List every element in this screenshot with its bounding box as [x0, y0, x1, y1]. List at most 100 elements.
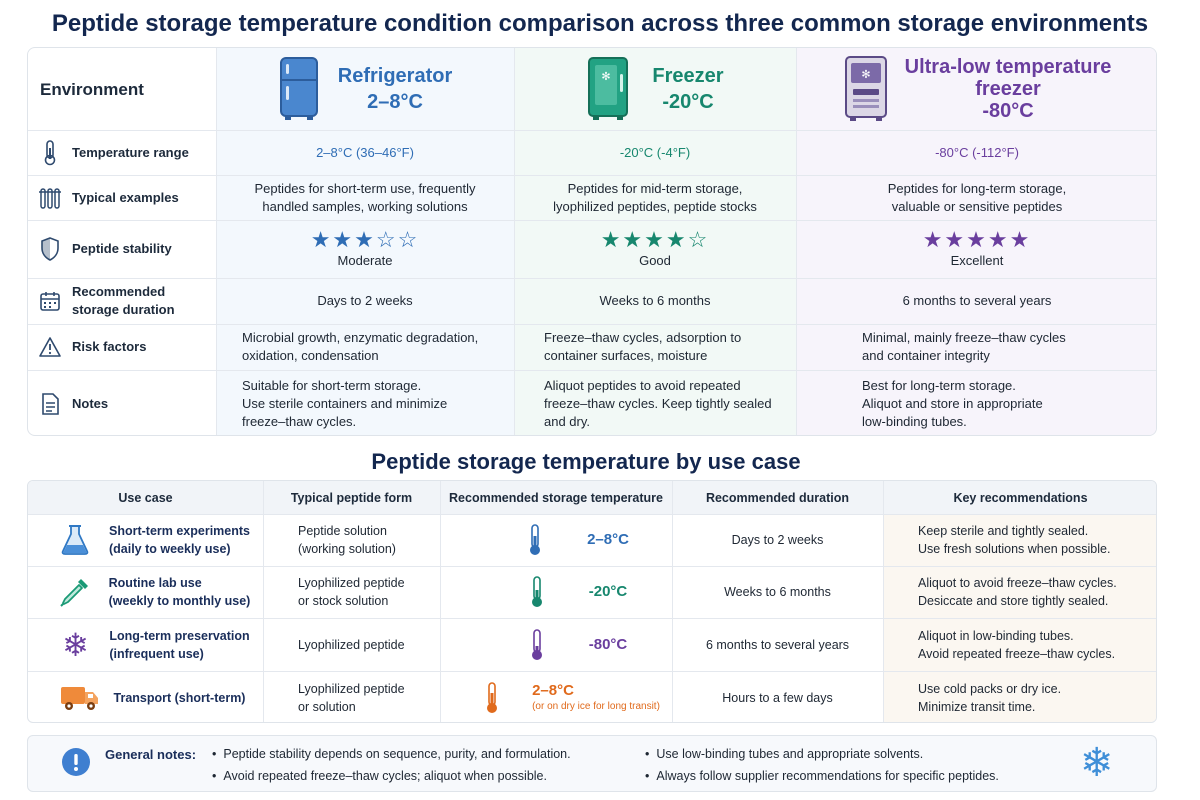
- row-label-risk-factors: Risk factors: [28, 324, 216, 370]
- row-label-notes: Notes: [28, 370, 216, 435]
- cell-freezer-stability: ★★★★☆ Good: [600, 227, 710, 269]
- header-storage-temperature: Recommended storage temperature: [449, 490, 663, 505]
- ultra-low-header: ✻ Ultra-low temperature freezer -80°C: [796, 48, 1156, 130]
- cell-freezer-typical-examples: Peptides for mid-term storage, lyophilize…: [553, 180, 757, 214]
- note-item: Avoid repeated freeze–thaw cycles; aliqu…: [212, 769, 547, 783]
- form-long-term: Lyophilized peptide: [298, 637, 405, 652]
- environment-label: Environment: [40, 80, 144, 99]
- snowflake-icon: ❄: [1080, 740, 1114, 786]
- svg-text:✻: ✻: [602, 70, 611, 83]
- form-short-term: Peptide solution (working solution): [298, 524, 396, 556]
- row-label-text-line2: storage duration: [72, 302, 175, 317]
- form-routine: Lyophilized peptide or stock solution: [298, 576, 405, 608]
- cell-freezer-risk-factors: Freeze–thaw cycles, adsorption to contain…: [544, 330, 742, 363]
- note-item: Always follow supplier recommendations f…: [645, 769, 999, 783]
- stability-rating-stars: ★★★★★: [922, 227, 1032, 252]
- warning-icon: [39, 337, 61, 357]
- header-use-case: Use case: [118, 490, 173, 505]
- row-label-recommended-duration: Recommended storage duration: [28, 278, 216, 324]
- duration-long-term: 6 months to several years: [705, 637, 850, 652]
- cell-ultra-low-notes: Best for long-term storage. Aliquot and s…: [862, 377, 1043, 429]
- row-label-text: Notes: [72, 395, 109, 411]
- refrigerator-icon: [279, 57, 318, 120]
- thermometer-icon: [487, 681, 498, 713]
- row-label-text-line1: Recommended: [72, 284, 166, 299]
- cell-refrigerator-temperature-range: 2–8°C (36–46°F): [316, 144, 414, 160]
- svg-text:✻: ✻: [861, 68, 870, 81]
- table-row-long-term: ❄ Long-term preservation (infrequent use): [28, 618, 263, 671]
- document-icon: [42, 392, 59, 415]
- cell-freezer-duration: Weeks to 6 months: [599, 293, 711, 308]
- temp-long-term: -80°C: [440, 618, 672, 671]
- thermometer-icon: [44, 139, 56, 165]
- cell-freezer-temperature-range: -20°C (-4°F): [619, 144, 691, 160]
- freezer-name: Freezer: [652, 65, 724, 87]
- freezer-icon: ✻: [588, 57, 629, 120]
- cell-ultra-low-risk-factors: Minimal, mainly freeze–thaw cycles and co…: [862, 330, 1066, 363]
- note-item: Use low-binding tubes and appropriate so…: [645, 747, 923, 761]
- stability-rating-stars: ★★★☆☆: [310, 227, 420, 252]
- pipette-icon: [59, 579, 88, 607]
- refrigerator-temp: 2–8°C: [367, 91, 423, 113]
- ultra-low-temp: -80°C: [982, 100, 1034, 122]
- freezer-header: ✻ Freezer -20°C: [514, 48, 796, 130]
- shield-icon: [41, 237, 59, 261]
- info-icon: [62, 748, 90, 776]
- cell-ultra-low-temperature-range: -80°C (-112°F): [935, 144, 1019, 160]
- general-notes-panel: General notes: Peptide stability depends…: [27, 735, 1157, 792]
- header-peptide-form: Typical peptide form: [290, 490, 413, 505]
- page-title: Peptide storage temperature condition co…: [51, 10, 1149, 37]
- duration-short-term: Days to 2 weeks: [731, 533, 824, 547]
- test-tubes-icon: [39, 187, 61, 209]
- refrigerator-name: Refrigerator: [337, 65, 453, 87]
- cell-refrigerator-notes: Suitable for short-term storage. Use ster…: [242, 377, 448, 429]
- cell-refrigerator-typical-examples: Peptides for short-term use, frequently h…: [254, 180, 476, 214]
- thermometer-icon: [531, 576, 542, 607]
- row-label-text: Typical examples: [72, 189, 179, 205]
- general-notes-title: General notes:: [105, 747, 197, 762]
- calendar-icon: [40, 292, 60, 311]
- temp-routine: -20°C: [440, 566, 672, 618]
- row-label-typical-examples: Typical examples: [28, 175, 216, 220]
- cell-refrigerator-duration: Days to 2 weeks: [317, 293, 413, 308]
- duration-routine: Weeks to 6 months: [724, 585, 831, 599]
- temp-transport: 2–8°C (or on dry ice for long transit): [440, 671, 672, 722]
- ultra-low-name-line2: freezer: [975, 78, 1041, 100]
- use-case-table: Use case Typical peptide form Recommende…: [27, 480, 1157, 723]
- stability-rating-stars: ★★★★☆: [600, 227, 710, 252]
- cell-ultra-low-stability: ★★★★★ Excellent: [922, 227, 1032, 269]
- cell-ultra-low-duration: 6 months to several years: [902, 293, 1052, 308]
- freezer-temp: -20°C: [662, 91, 714, 113]
- thermometer-icon: [531, 628, 542, 660]
- table-row-transport: Transport (short-term): [28, 671, 263, 722]
- row-label-temperature-range: Temperature range: [28, 130, 216, 175]
- form-transport: Lyophilized peptide or solution: [298, 681, 405, 714]
- recs-short-term: Keep sterile and tightly sealed. Use fres…: [918, 524, 1111, 556]
- use-case-header-row: [28, 481, 1156, 514]
- table-row-short-term: Short-term experiments (daily to weekly u…: [28, 514, 263, 566]
- recs-routine: Aliquot to avoid freeze–thaw cycles. Desi…: [918, 576, 1117, 608]
- duration-transport: Hours to a few days: [722, 690, 833, 705]
- snowflake-icon: ❄: [61, 625, 89, 664]
- flask-icon: [61, 525, 89, 555]
- header-key-recommendations: Key recommendations: [953, 490, 1088, 505]
- cell-refrigerator-stability: ★★★☆☆ Moderate: [310, 227, 420, 269]
- row-label-peptide-stability: Peptide stability: [28, 220, 216, 278]
- comparison-table: Environment Refrigerator 2–8°C ✻ Freezer…: [27, 47, 1157, 436]
- row-label-text: Risk factors: [72, 339, 147, 354]
- cell-refrigerator-risk-factors: Microbial growth, enzymatic degradation,…: [242, 330, 479, 363]
- recs-transport: Use cold packs or dry ice. Minimize trans…: [918, 681, 1062, 714]
- use-case-title: Peptide storage temperature by use case: [371, 449, 801, 474]
- cell-freezer-notes: Aliquot peptides to avoid repeated freeze…: [544, 377, 772, 429]
- cell-ultra-low-typical-examples: Peptides for long-term storage, valuable …: [887, 180, 1067, 214]
- row-label-text: Temperature range: [72, 144, 189, 160]
- ultra-low-name-line1: Ultra-low temperature: [904, 56, 1112, 78]
- truck-icon: [60, 686, 98, 710]
- temp-short-term: 2–8°C: [440, 514, 672, 566]
- note-item: Peptide stability depends on sequence, p…: [212, 747, 570, 761]
- refrigerator-header: Refrigerator 2–8°C: [216, 48, 514, 130]
- header-duration: Recommended duration: [705, 490, 850, 505]
- row-label-text: Peptide stability: [72, 241, 172, 256]
- ultra-low-freezer-icon: ✻: [844, 56, 887, 121]
- table-row-routine: Routine lab use (weekly to monthly use): [28, 566, 263, 618]
